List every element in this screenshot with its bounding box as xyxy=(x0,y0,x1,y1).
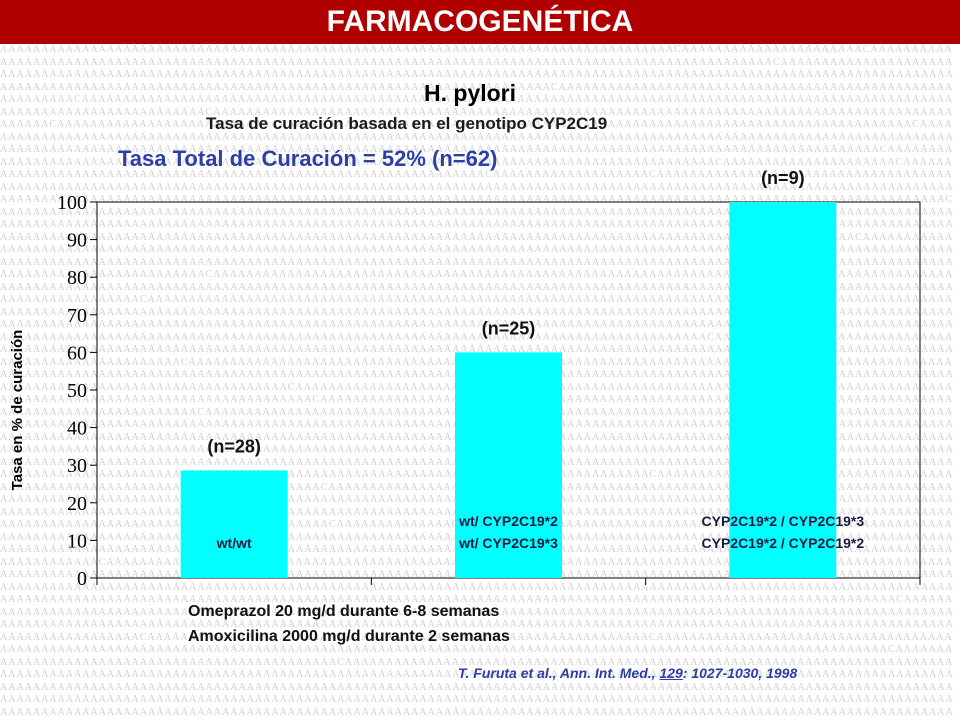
y-tick-label: 80 xyxy=(67,267,87,289)
bar-category-label: wt/wt xyxy=(216,535,252,551)
y-tick-label: 30 xyxy=(67,455,87,477)
y-tick-label: 100 xyxy=(57,192,87,214)
bar-category-label: CYP2C19*2 / CYP2C19*3 xyxy=(702,513,865,529)
citation-suffix: : 1027-1030, 1998 xyxy=(682,665,798,681)
y-axis-label: Tasa en % de curación xyxy=(9,330,26,491)
bar-category-label: CYP2C19*2 / CYP2C19*2 xyxy=(702,535,865,551)
bar xyxy=(180,470,288,578)
y-tick-label: 70 xyxy=(67,305,87,327)
y-tick-label: 0 xyxy=(77,568,87,590)
n-label: (n=9) xyxy=(761,168,805,188)
bar xyxy=(729,202,837,578)
y-tick-label: 40 xyxy=(67,418,87,440)
citation-volume: 129 xyxy=(659,665,683,681)
chart-subtitle: Tasa de curación basada en el genotipo C… xyxy=(206,114,608,133)
total-cure-rate: Tasa Total de Curación = 52% (n=62) xyxy=(118,146,498,171)
n-label: (n=25) xyxy=(482,318,536,338)
bar-category-label: wt/ CYP2C19*3 xyxy=(458,535,558,551)
y-tick-label: 90 xyxy=(67,230,87,252)
page-title: FARMACOGENÉTICA xyxy=(326,5,634,38)
treatment-line-2: Amoxicilina 2000 mg/d durante 2 semanas xyxy=(188,628,510,645)
citation[interactable]: T. Furuta et al., Ann. Int. Med., 129: 1… xyxy=(458,665,797,681)
treatment-line-1: Omeprazol 20 mg/d durante 6-8 semanas xyxy=(188,603,500,620)
y-tick-label: 10 xyxy=(67,530,87,552)
y-tick-label: 20 xyxy=(67,493,87,515)
bar-category-label: wt/ CYP2C19*2 xyxy=(458,513,558,529)
title-bar: FARMACOGENÉTICA xyxy=(0,0,960,44)
n-label: (n=28) xyxy=(207,436,261,456)
citation-prefix: T. Furuta et al., Ann. Int. Med., xyxy=(458,665,660,681)
y-tick-label: 50 xyxy=(67,380,87,402)
bar xyxy=(455,352,562,578)
organism-heading: H. pylori xyxy=(424,80,517,106)
y-tick-label: 60 xyxy=(67,342,87,364)
